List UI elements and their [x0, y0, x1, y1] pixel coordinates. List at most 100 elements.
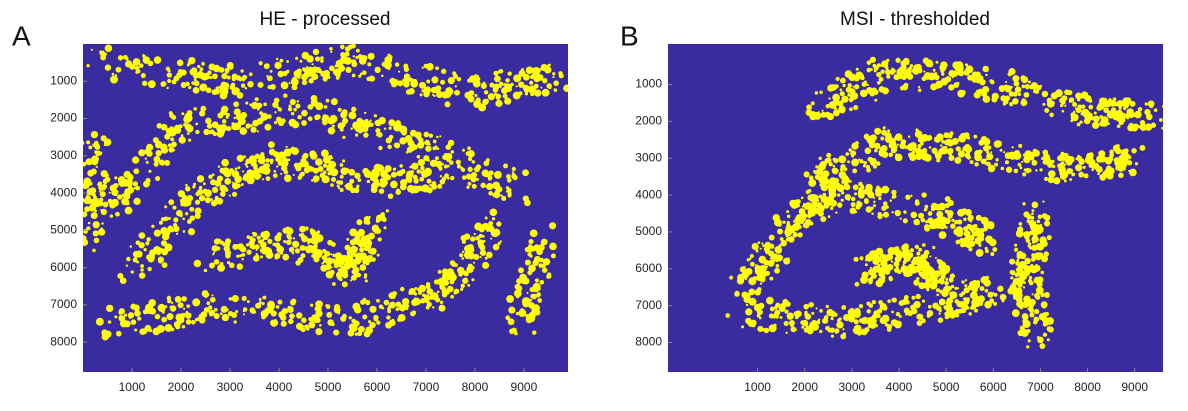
pixel-blob — [1118, 173, 1124, 179]
pixel-blob — [163, 229, 170, 236]
pixel-blob — [398, 71, 400, 73]
pixel-blob — [963, 306, 967, 310]
pixel-blob — [889, 277, 893, 281]
pixel-blob — [173, 149, 175, 151]
pixel-blob — [873, 165, 877, 169]
pixel-blob — [419, 177, 424, 182]
pixel-blob — [895, 210, 901, 216]
pixel-blob — [1032, 233, 1034, 235]
pixel-blob — [320, 265, 327, 272]
pixel-blob — [456, 160, 461, 165]
pixel-blob — [542, 267, 548, 273]
pixel-blob — [217, 176, 223, 182]
pixel-blob — [1037, 281, 1043, 287]
pixel-blob — [174, 125, 181, 132]
pixel-blob — [488, 254, 491, 257]
pixel-blob — [261, 310, 269, 318]
pixel-blob — [221, 159, 229, 167]
pixel-blob — [1081, 105, 1085, 109]
pixel-blob — [493, 244, 500, 251]
pixel-blob — [166, 87, 168, 89]
pixel-blob — [418, 159, 425, 166]
pixel-blob — [181, 82, 187, 88]
pixel-blob — [781, 240, 787, 246]
pixel-blob — [280, 59, 284, 63]
pixel-blob — [225, 250, 231, 256]
pixel-blob — [225, 72, 227, 74]
pixel-blob — [886, 254, 893, 261]
pixel-blob — [300, 228, 304, 232]
pixel-blob — [771, 254, 779, 262]
pixel-blob — [351, 328, 354, 331]
pixel-blob — [874, 99, 877, 102]
pixel-blob — [835, 211, 837, 213]
pixel-blob — [234, 182, 238, 186]
pixel-blob — [232, 192, 237, 197]
pixel-blob — [387, 309, 391, 313]
pixel-blob — [823, 203, 829, 209]
pixel-blob — [409, 78, 413, 82]
pixel-blob — [430, 160, 437, 167]
pixel-blob — [1039, 313, 1046, 320]
pixel-blob — [424, 140, 429, 145]
pixel-blob — [874, 128, 881, 135]
pixel-blob — [802, 213, 807, 218]
pixel-blob — [1026, 269, 1030, 273]
pixel-blob — [1042, 91, 1048, 97]
pixel-blob — [856, 68, 859, 71]
pixel-blob — [142, 54, 144, 56]
pixel-blob — [241, 83, 246, 88]
pixel-blob — [554, 88, 556, 90]
pixel-blob — [116, 67, 122, 73]
pixel-blob — [488, 93, 495, 100]
pixel-blob — [529, 299, 532, 302]
pixel-blob — [951, 285, 954, 288]
pixel-blob — [1130, 101, 1136, 107]
pixel-blob — [229, 194, 231, 196]
pixel-blob — [874, 149, 878, 153]
pixel-blob — [138, 149, 145, 156]
pixel-blob — [1103, 98, 1107, 102]
pixel-blob — [257, 236, 261, 240]
pixel-blob — [414, 287, 417, 290]
pixel-blob — [1117, 144, 1120, 147]
pixel-blob — [353, 55, 355, 57]
pixel-blob — [335, 252, 342, 259]
pixel-blob — [807, 213, 812, 218]
pixel-blob — [87, 188, 94, 195]
pixel-blob — [360, 299, 365, 304]
pixel-blob — [148, 267, 152, 271]
pixel-blob — [126, 264, 128, 266]
pixel-blob — [904, 83, 909, 88]
pixel-blob — [993, 302, 997, 306]
pixel-blob — [467, 150, 475, 158]
pixel-blob — [288, 105, 291, 108]
pixel-blob — [882, 315, 890, 323]
pixel-blob — [1117, 124, 1121, 128]
pixel-blob — [1047, 338, 1050, 341]
pixel-blob — [480, 183, 485, 188]
pixel-blob — [823, 178, 830, 185]
pixel-blob — [100, 191, 106, 197]
pixel-blob — [351, 107, 356, 112]
pixel-blob — [274, 121, 277, 124]
pixel-blob — [821, 197, 823, 199]
pixel-blob — [484, 90, 488, 94]
pixel-blob — [1134, 111, 1142, 119]
pixel-blob — [978, 244, 981, 247]
pixel-blob — [973, 135, 977, 139]
pixel-blob — [895, 153, 898, 156]
pixel-blob — [186, 304, 190, 308]
pixel-blob — [496, 221, 501, 226]
pixel-blob — [979, 286, 984, 291]
pixel-blob — [886, 75, 890, 79]
pixel-blob — [183, 308, 185, 310]
pixel-blob — [391, 319, 394, 322]
pixel-blob — [968, 247, 972, 251]
pixel-blob — [397, 318, 401, 322]
pixel-blob — [511, 328, 517, 334]
pixel-blob — [216, 125, 223, 132]
pixel-blob — [199, 195, 205, 201]
pixel-blob — [464, 253, 469, 258]
pixel-blob — [335, 72, 337, 74]
